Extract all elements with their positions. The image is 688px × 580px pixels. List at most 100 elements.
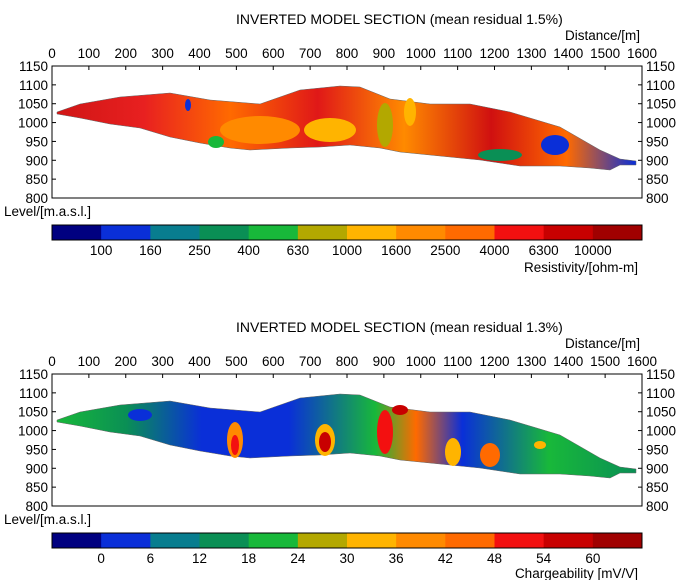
- colorbar-tick-label: 10000: [574, 243, 612, 258]
- anomaly: [404, 98, 416, 126]
- colorbar-tick-label: 42: [438, 551, 453, 566]
- colorbar-tick-label: 6: [147, 551, 155, 566]
- x-axis-label: Distance/[m]: [565, 28, 640, 43]
- chargeability-section: [56, 393, 637, 479]
- colorbar-tick-label: 6300: [529, 243, 559, 258]
- colorbar-tick-label: 0: [97, 551, 105, 566]
- colorbar-tick-label: 12: [192, 551, 207, 566]
- x-tick-label: 1100: [443, 354, 472, 369]
- anomaly: [220, 116, 300, 144]
- y-tick-label: 1100: [19, 78, 48, 93]
- colorbar-segment: [494, 225, 545, 240]
- x-tick-labels: 0 100 200 300 400 500 600 700 800 900 1000 1100 1200…: [48, 354, 657, 369]
- y-tick-label: 1150: [646, 367, 675, 382]
- anomaly: [478, 149, 522, 161]
- panel-chargeability: INVERTED MODEL SECTION (mean residual 1.…: [4, 319, 676, 580]
- x-tick-label: 600: [262, 46, 285, 61]
- y-tick-label: 800: [646, 499, 669, 514]
- y-axis-label: Level/[m.a.s.l.]: [4, 204, 91, 219]
- colorbar-frame: [51, 224, 643, 241]
- anomaly: [534, 441, 546, 449]
- x-tick-label: 300: [151, 354, 174, 369]
- x-tick-label: 1200: [479, 354, 509, 369]
- x-tick-label: 800: [336, 354, 359, 369]
- colorbar-tick-label: 160: [139, 243, 162, 258]
- y-tick-label: 850: [646, 480, 669, 495]
- y-tick-label: 850: [25, 172, 48, 187]
- x-tick-label: 100: [78, 354, 101, 369]
- x-tick-label: 300: [151, 46, 174, 61]
- y-tick-label: 950: [25, 442, 48, 457]
- y-tick-labels-left: 1150 1100 1050 1000 950 900 850 800: [18, 367, 48, 514]
- y-tick-label: 950: [646, 134, 669, 149]
- colorbar-segment: [494, 533, 545, 548]
- colorbar-tick-label: 24: [290, 551, 306, 566]
- colorbar-frame: [51, 532, 643, 549]
- y-tick-label: 1100: [19, 386, 48, 401]
- y-tick-label: 1050: [18, 97, 48, 112]
- colorbar-segment: [396, 533, 446, 548]
- anomaly: [480, 443, 500, 467]
- anomaly: [208, 136, 224, 148]
- anomaly: [541, 135, 569, 155]
- y-tick-label: 1150: [646, 59, 675, 74]
- y-tick-label: 1150: [19, 367, 48, 382]
- colorbar: [51, 224, 643, 241]
- y-tick-label: 1050: [646, 97, 676, 112]
- x-tick-label: 700: [299, 46, 322, 61]
- colorbar-segment: [199, 533, 250, 548]
- colorbar-label: Chargeability [mV/V]: [515, 566, 638, 580]
- colorbar-segment: [248, 533, 299, 548]
- colorbar-segment: [297, 533, 348, 548]
- x-axis-label: Distance/[m]: [565, 336, 640, 351]
- colorbar-tick-label: 100: [90, 243, 113, 258]
- colorbar-tick-label: 400: [237, 243, 260, 258]
- y-tick-label: 800: [25, 191, 48, 206]
- colorbar-segment: [52, 533, 102, 548]
- colorbar-segment: [150, 225, 200, 240]
- colorbar-segment: [150, 533, 200, 548]
- tick-marks: [51, 65, 643, 199]
- x-tick-label: 700: [299, 354, 322, 369]
- panel-resistivity: INVERTED MODEL SECTION (mean residual 1.…: [4, 11, 676, 275]
- x-tick-label: 1000: [406, 354, 436, 369]
- colorbar-segment: [445, 225, 495, 240]
- x-tick-label: 200: [114, 354, 137, 369]
- colorbar-segment: [52, 225, 102, 240]
- colorbar-segment: [199, 225, 250, 240]
- y-tick-labels-left: 1150 1100 1050 1000 950 900 850 800: [18, 59, 48, 206]
- anomaly: [128, 409, 152, 421]
- x-tick-label: 1100: [443, 46, 472, 61]
- colorbar-segment: [543, 225, 594, 240]
- panel-title: INVERTED MODEL SECTION (mean residual 1.…: [236, 11, 563, 27]
- colorbar-tick-label: 1600: [381, 243, 411, 258]
- x-tick-label: 200: [114, 46, 137, 61]
- y-tick-label: 850: [646, 172, 669, 187]
- y-tick-label: 1000: [646, 424, 676, 439]
- colorbar-tick-labels: 0 6 12 18 24 30 36 42 48 54 60: [97, 551, 600, 566]
- x-tick-label: 600: [262, 354, 285, 369]
- x-tick-label: 0: [48, 46, 56, 61]
- x-tick-label: 1200: [479, 46, 509, 61]
- colorbar-tick-label: 250: [188, 243, 211, 258]
- x-tick-label: 400: [188, 354, 211, 369]
- x-tick-label: 1500: [590, 46, 620, 61]
- y-tick-label: 950: [25, 134, 48, 149]
- x-tick-label: 1000: [406, 46, 436, 61]
- colorbar-segment: [101, 533, 151, 548]
- colorbar-tick-label: 54: [536, 551, 552, 566]
- x-tick-label: 1600: [627, 46, 657, 61]
- anomaly: [377, 103, 393, 147]
- anomaly: [377, 410, 393, 454]
- colorbar-segment: [445, 533, 495, 548]
- y-tick-label: 900: [25, 461, 48, 476]
- y-tick-label: 900: [646, 153, 669, 168]
- y-tick-label: 1100: [646, 78, 675, 93]
- x-tick-label: 100: [78, 46, 101, 61]
- x-tick-label: 1300: [516, 46, 546, 61]
- x-tick-label: 1300: [516, 354, 546, 369]
- colorbar-tick-label: 630: [287, 243, 310, 258]
- x-tick-label: 0: [48, 354, 56, 369]
- y-tick-label: 900: [646, 461, 669, 476]
- y-tick-label: 1050: [646, 405, 676, 420]
